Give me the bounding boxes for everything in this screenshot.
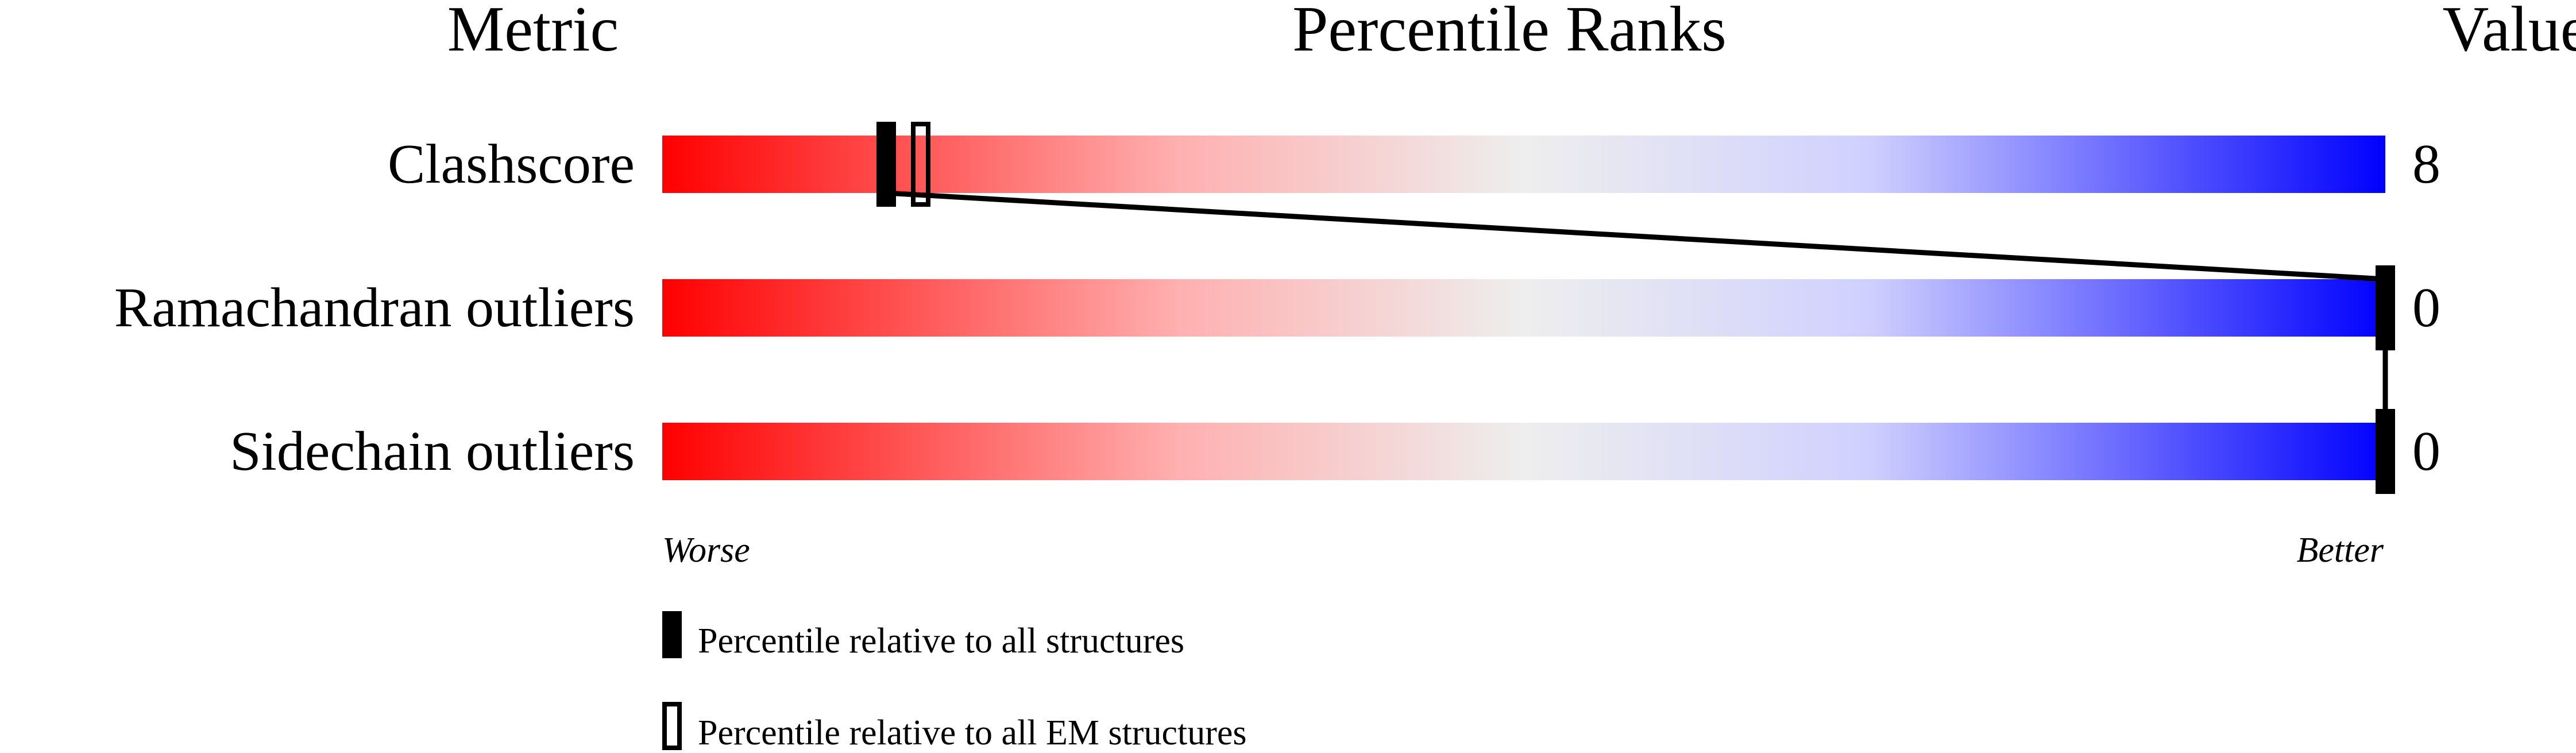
metric-label: Ramachandran outliers xyxy=(114,277,635,339)
marker-all-structures xyxy=(2376,265,2395,350)
metric-label: Sidechain outliers xyxy=(230,420,635,482)
marker-all-structures xyxy=(2376,409,2395,494)
marker-all-structures xyxy=(876,122,896,207)
connector-line xyxy=(886,190,2386,282)
marker-em-structures xyxy=(911,122,930,207)
axis-label-better: Better xyxy=(2297,531,2384,570)
metric-value: 0 xyxy=(2412,277,2440,339)
metric-value: 8 xyxy=(2412,133,2440,195)
markers xyxy=(876,122,2395,494)
percentile-gradient-bar xyxy=(662,136,2385,193)
legend: Percentile relative to all structures Pe… xyxy=(662,611,1247,752)
header-value: Value xyxy=(2442,0,2576,65)
percentile-gradient-bar xyxy=(662,279,2385,337)
legend-open-marker xyxy=(662,702,682,750)
metric-value: 0 xyxy=(2412,420,2440,482)
legend-label-em: Percentile relative to all EM structures xyxy=(698,713,1247,752)
axis-label-worse: Worse xyxy=(662,531,750,570)
rows: Clashscore 8 Ramachandran outliers 0 Sidecha… xyxy=(114,133,2440,482)
header-metric: Metric xyxy=(447,0,619,65)
percentile-gradient-bar xyxy=(662,423,2385,480)
legend-filled-marker xyxy=(662,611,682,658)
connector-lines xyxy=(886,190,2388,423)
header-percentile-ranks: Percentile Ranks xyxy=(1292,0,1727,65)
legend-label-all: Percentile relative to all structures xyxy=(698,621,1184,661)
metric-label: Clashscore xyxy=(388,133,635,195)
